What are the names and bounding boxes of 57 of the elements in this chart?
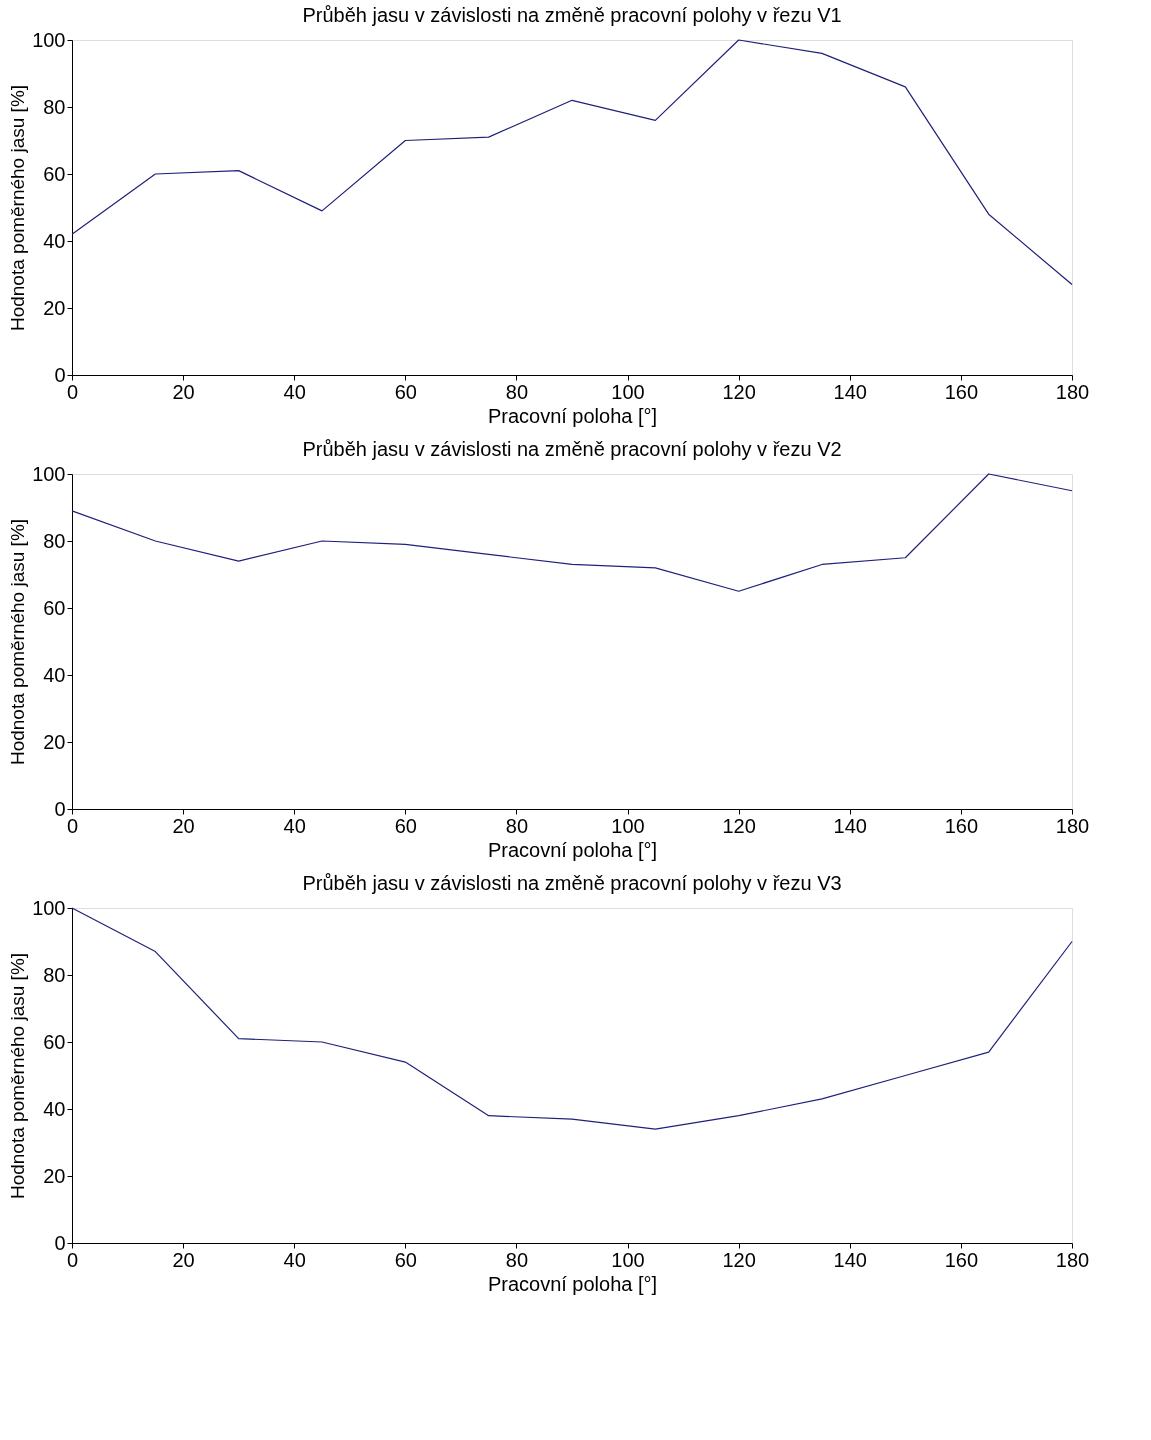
y-tick-label: 40	[43, 663, 66, 686]
y-tick-label: 80	[43, 963, 66, 986]
x-tick-label: 60	[394, 1248, 417, 1271]
y-axis-title: Hodnota poměrného jasu [%]	[7, 952, 29, 1200]
x-tick-label: 140	[833, 380, 867, 403]
x-tick-label: 160	[944, 380, 979, 403]
y-tick-label: 20	[43, 1164, 66, 1187]
y-tick-label: 0	[54, 797, 66, 820]
y-tick-label: 60	[43, 1030, 66, 1053]
x-axis-title: Pracovní poloha [°]	[487, 1272, 658, 1295]
y-axis-title: Hodnota poměrného jasu [%]	[7, 84, 29, 332]
x-tick-label: 100	[611, 814, 645, 837]
y-tick-label: 40	[43, 1097, 66, 1120]
x-tick-label: 140	[833, 1248, 867, 1271]
chart-title: Průběh jasu v závislosti na změně pracovní polohy v řezu V1	[302, 4, 842, 26]
x-tick-label: 120	[722, 1248, 756, 1271]
x-tick-label: 20	[172, 380, 195, 403]
x-tick-label: 100	[611, 380, 645, 403]
chart-title: Průběh jasu v závislosti na změně pracovní polohy v řezu V2	[302, 438, 842, 460]
x-tick-label: 80	[505, 380, 529, 403]
y-tick-label: 40	[43, 229, 66, 252]
x-tick-label: 20	[172, 814, 195, 837]
x-tick-label: 60	[394, 380, 417, 403]
x-tick-label: 60	[394, 814, 417, 837]
y-tick-label: 0	[54, 363, 66, 386]
y-tick-label: 80	[43, 529, 66, 552]
x-tick-label: 20	[172, 1248, 195, 1271]
x-axis-title: Pracovní poloha [°]	[487, 404, 658, 427]
x-tick-label: 40	[283, 380, 306, 403]
y-tick-label: 0	[54, 1231, 66, 1254]
x-tick-label: 160	[944, 814, 979, 837]
x-tick-label: 40	[283, 1248, 306, 1271]
x-tick-label: 180	[1055, 1248, 1090, 1271]
y-tick-label: 100	[32, 462, 66, 485]
y-tick-label: 80	[43, 95, 66, 118]
line-series	[71, 473, 1073, 592]
x-tick-label: 40	[283, 814, 306, 837]
x-tick-label: 140	[833, 814, 867, 837]
line-series	[71, 907, 1073, 1130]
x-axis-title: Pracovní poloha [°]	[487, 838, 658, 861]
y-tick-label: 20	[43, 730, 66, 753]
y-tick-label: 20	[43, 296, 66, 319]
x-tick-label: 120	[722, 380, 756, 403]
y-tick-label: 100	[32, 28, 66, 51]
y-tick-label: 60	[43, 162, 66, 185]
x-tick-label: 160	[944, 1248, 979, 1271]
y-tick-label: 60	[43, 596, 66, 619]
x-tick-label: 80	[505, 1248, 529, 1271]
chart-title: Průběh jasu v závislosti na změně pracovní polohy v řezu V3	[302, 872, 842, 894]
x-tick-label: 120	[722, 814, 756, 837]
x-tick-label: 180	[1055, 814, 1090, 837]
y-tick-label: 100	[32, 896, 66, 919]
y-axis-title: Hodnota poměrného jasu [%]	[7, 518, 29, 766]
x-tick-label: 100	[611, 1248, 645, 1271]
line-series	[71, 39, 1073, 286]
x-tick-label: 180	[1055, 380, 1090, 403]
x-tick-label: 80	[505, 814, 529, 837]
